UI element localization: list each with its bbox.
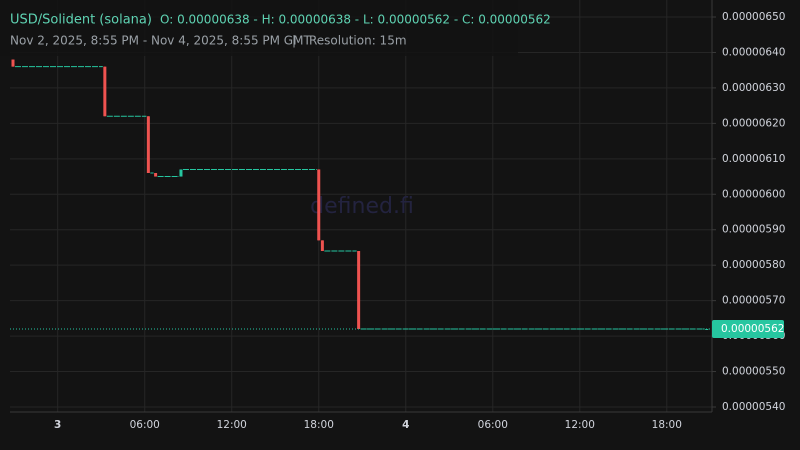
resolution: Resolution: 15m xyxy=(309,34,407,48)
subtitle: Nov 2, 2025, 8:55 PM - Nov 4, 2025, 8:55… xyxy=(10,34,311,48)
y-tick-label: 0.00000620 xyxy=(722,117,785,129)
candle-body xyxy=(357,251,361,329)
candle-body xyxy=(317,169,321,241)
x-tick-label: 3 xyxy=(54,419,61,431)
y-tick-label: 0.00000640 xyxy=(722,46,785,58)
x-tick-label: 06:00 xyxy=(478,419,508,431)
watermark: defined.fi xyxy=(310,194,414,219)
candle-body xyxy=(179,169,183,177)
x-tick-label: 06:00 xyxy=(130,419,160,431)
y-tick-label: 0.00000550 xyxy=(722,366,785,378)
x-tick-label: 18:00 xyxy=(304,419,334,431)
y-tick-label: 0.00000580 xyxy=(722,259,785,271)
candle-body xyxy=(154,173,158,177)
y-tick-label: 0.00000540 xyxy=(722,401,785,413)
candle-body xyxy=(103,66,107,117)
x-tick-label: 12:00 xyxy=(565,419,595,431)
x-tick-label: 18:00 xyxy=(652,419,682,431)
y-tick-label: 0.00000600 xyxy=(722,188,785,200)
x-tick-label: 12:00 xyxy=(217,419,247,431)
y-tick-label: 0.00000590 xyxy=(722,224,785,236)
last-price-label: 0.00000562 xyxy=(721,323,784,335)
y-tick-label: 0.00000630 xyxy=(722,82,785,94)
x-tick-label: 4 xyxy=(402,419,409,431)
chart-title: USD/Solident (solana) xyxy=(10,13,152,28)
y-tick-label: 0.00000650 xyxy=(722,11,785,23)
y-tick-label: 0.00000610 xyxy=(722,153,785,165)
candle-body xyxy=(146,116,150,173)
last-price-box xyxy=(712,320,784,338)
ohlc-summary: O: 0.00000638 - H: 0.00000638 - L: 0.000… xyxy=(160,13,551,27)
separator: | xyxy=(292,34,296,48)
legend-backdrop xyxy=(0,0,518,56)
candle-body xyxy=(320,240,324,251)
candle-body xyxy=(11,59,15,67)
y-tick-label: 0.00000570 xyxy=(722,295,785,307)
